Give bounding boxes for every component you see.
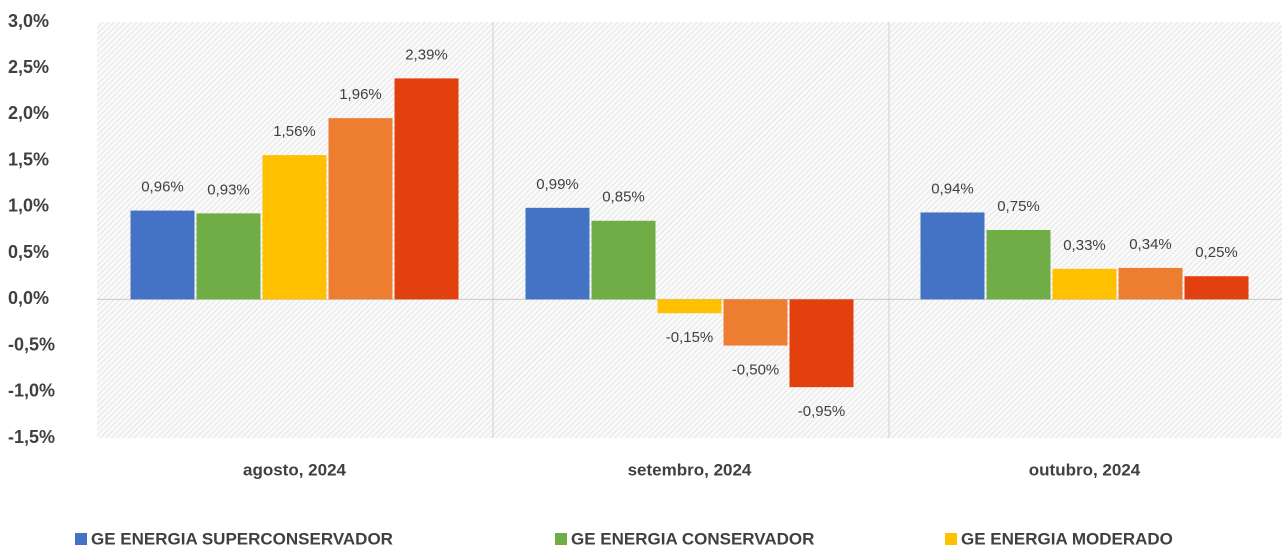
x-tick-label: outubro, 2024	[1029, 460, 1141, 479]
y-tick-label: -1,0%	[8, 381, 55, 401]
y-tick-label: 0,5%	[8, 242, 49, 262]
x-tick-label: agosto, 2024	[243, 460, 347, 479]
bar	[1184, 276, 1249, 300]
bar	[789, 299, 854, 388]
bar	[591, 220, 656, 300]
legend-swatch	[945, 533, 957, 545]
legend-label: GE ENERGIA MODERADO	[961, 529, 1173, 548]
bar	[328, 118, 393, 300]
value-label: -0,95%	[798, 403, 846, 420]
y-tick-label: 3,0%	[8, 11, 49, 31]
legend-label: GE ENERGIA CONSERVADOR	[571, 529, 814, 548]
bar	[196, 213, 261, 300]
bar	[130, 210, 195, 300]
value-label: -0,50%	[732, 362, 780, 379]
y-tick-label: 2,0%	[8, 103, 49, 123]
bar	[920, 212, 985, 300]
value-label: 0,93%	[207, 181, 250, 198]
value-label: 0,25%	[1195, 244, 1238, 261]
x-tick-label: setembro, 2024	[628, 460, 752, 479]
y-tick-label: -1,5%	[8, 427, 55, 447]
value-label: 1,96%	[339, 86, 382, 103]
value-label: 0,99%	[536, 176, 579, 193]
y-tick-label: 2,5%	[8, 57, 49, 77]
legend-swatch	[75, 533, 87, 545]
legend-label: GE ENERGIA SUPERCONSERVADOR	[91, 529, 393, 548]
value-label: 0,94%	[931, 180, 974, 197]
y-tick-label: 0,0%	[8, 288, 49, 308]
value-label: 2,39%	[405, 46, 448, 63]
bar	[1052, 268, 1117, 300]
value-label: -0,15%	[666, 329, 714, 346]
bar	[262, 155, 327, 300]
bar	[657, 299, 722, 314]
value-label: 0,96%	[141, 179, 184, 196]
y-tick-label: -0,5%	[8, 334, 55, 354]
bar	[723, 299, 788, 346]
value-label: 0,33%	[1063, 237, 1106, 254]
legend-swatch	[555, 533, 567, 545]
y-tick-label: 1,5%	[8, 149, 49, 169]
bar	[986, 230, 1051, 300]
value-label: 0,85%	[602, 189, 645, 206]
bar	[1118, 267, 1183, 300]
value-label: 0,34%	[1129, 236, 1172, 253]
bar	[525, 207, 590, 300]
y-tick-label: 1,0%	[8, 196, 49, 216]
value-label: 0,75%	[997, 198, 1040, 215]
value-label: 1,56%	[273, 123, 316, 140]
bar	[394, 78, 459, 300]
